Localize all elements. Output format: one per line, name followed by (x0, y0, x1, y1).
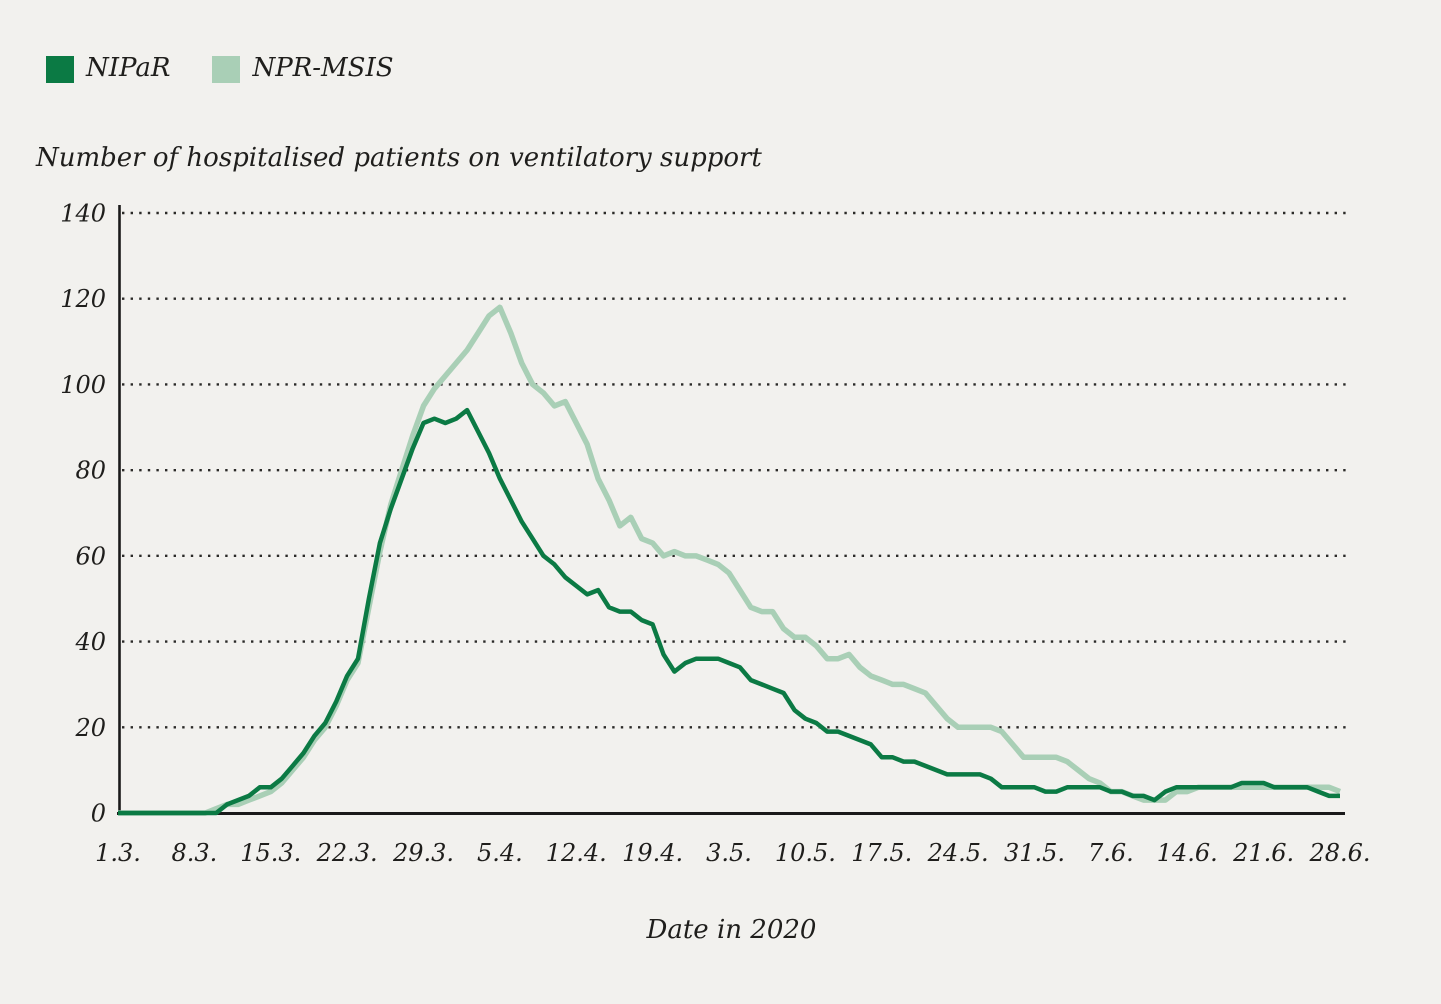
y-tick-label-140: 140 (60, 200, 106, 228)
x-tick-label-19-4-: 19.4. (622, 839, 683, 867)
x-tick-label-17-5-: 17.5. (851, 839, 912, 867)
x-tick-label-1-3-: 1.3. (95, 839, 141, 867)
y-tick-label-120: 120 (60, 285, 106, 313)
x-tick-label-8-3-: 8.3. (171, 839, 217, 867)
x-tick-label-29-3-: 29.3. (392, 839, 454, 867)
y-tick-label-60: 60 (75, 542, 106, 570)
legend-item-npr-msis: NPR-MSIS (212, 53, 394, 84)
x-tick-label-3-5-: 3.5. (706, 839, 752, 867)
x-tick-label-10-5-: 10.5. (775, 839, 836, 867)
series-line-npr-msis (118, 304, 1342, 816)
x-tick-label-24-5-: 24.5. (927, 839, 989, 867)
series-line-nipar (118, 407, 1340, 816)
y-tick-label-0: 0 (91, 800, 106, 828)
x-tick-label-14-6-: 14.6. (1157, 839, 1218, 867)
chart-title: Number of hospitalised patients on venti… (36, 143, 762, 173)
legend-label-nipar: NIPaR (86, 53, 171, 83)
x-tick-label-12-4-: 12.4. (546, 839, 607, 867)
y-tick-label-100: 100 (60, 371, 106, 399)
legend-item-nipar: NIPaR (46, 55, 170, 84)
legend: NIPaR NPR-MSIS (46, 55, 394, 84)
x-axis-title: Date in 2020 (646, 915, 817, 945)
legend-label-npr-msis: NPR-MSIS (252, 53, 394, 83)
x-tick-label-5-4-: 5.4. (477, 839, 523, 867)
y-tick-label-80: 80 (75, 457, 106, 485)
y-tick-label-20: 20 (74, 714, 106, 742)
npr-msis-swatch-icon (212, 56, 241, 83)
y-tick-label-40: 40 (74, 628, 106, 656)
nipar-swatch-icon (46, 56, 74, 83)
x-tick-label-15-3-: 15.3. (240, 839, 301, 867)
x-tick-label-22-3-: 22.3. (316, 839, 378, 867)
x-tick-label-28-6-: 28.6. (1308, 839, 1370, 867)
x-tick-label-31-5-: 31.5. (1004, 839, 1065, 867)
x-tick-label-21-6-: 21.6. (1232, 839, 1294, 867)
x-tick-label-7-6-: 7.6. (1088, 839, 1134, 867)
